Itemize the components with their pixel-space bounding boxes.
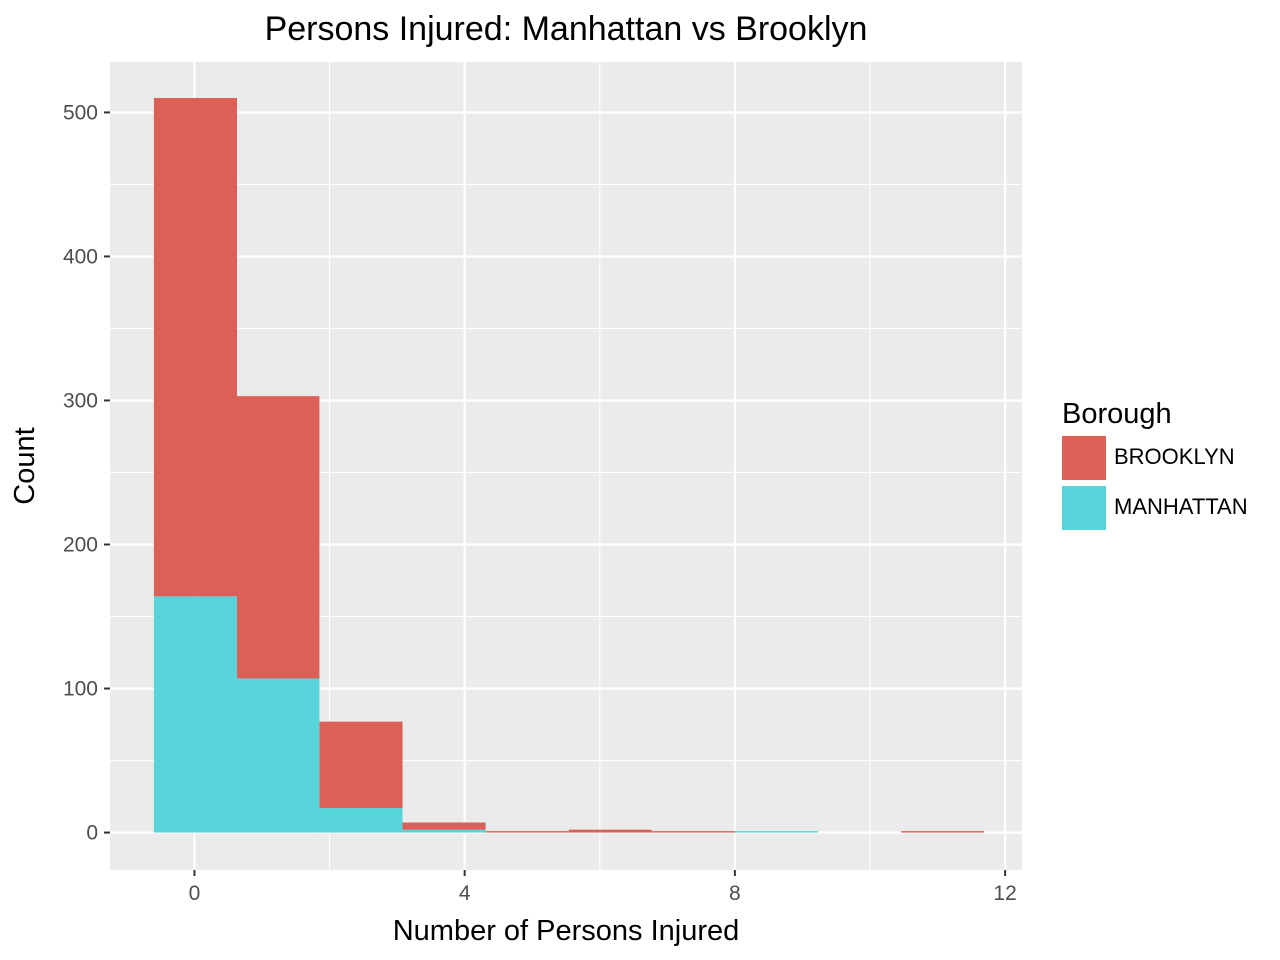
bar-brooklyn	[901, 831, 985, 833]
bar-manhattan	[237, 678, 320, 833]
bar-brooklyn	[319, 721, 403, 809]
legend-title: Borough	[1062, 398, 1172, 430]
bar-brooklyn	[485, 831, 569, 833]
bar-brooklyn	[153, 98, 238, 597]
x-tick-label: 12	[993, 882, 1016, 905]
bar-brooklyn	[568, 829, 652, 833]
legend-label-brooklyn: BROOKLYN	[1114, 444, 1235, 469]
bar-brooklyn	[237, 396, 320, 679]
bar-manhattan	[734, 831, 818, 833]
y-axis: 0 100 200 300 400 500	[63, 101, 110, 845]
legend: Borough BROOKLYN MANHATTAN	[1062, 398, 1248, 530]
x-tick-label: 0	[189, 882, 201, 905]
y-tick-label: 500	[63, 101, 98, 124]
x-axis: 0 4 8 12	[189, 870, 1017, 905]
x-axis-title: Number of Persons Injured	[393, 915, 740, 947]
bar-brooklyn	[651, 831, 735, 833]
y-tick-label: 400	[63, 245, 98, 268]
bars	[153, 98, 985, 833]
y-axis-title: Count	[9, 427, 41, 504]
y-tick-label: 0	[86, 822, 98, 845]
legend-key-brooklyn	[1062, 436, 1106, 480]
chart-title: Persons Injured: Manhattan vs Brooklyn	[265, 10, 868, 48]
x-tick-label: 8	[729, 882, 741, 905]
bar-brooklyn	[402, 822, 486, 830]
bar-manhattan	[153, 596, 238, 833]
y-tick-label: 100	[63, 678, 98, 701]
legend-key-manhattan	[1062, 486, 1106, 530]
y-tick-label: 300	[63, 389, 98, 412]
y-tick-label: 200	[63, 533, 98, 556]
bar-manhattan	[402, 829, 486, 833]
bar-manhattan	[319, 808, 403, 833]
x-tick-label: 4	[459, 882, 471, 905]
legend-label-manhattan: MANHATTAN	[1114, 494, 1248, 519]
